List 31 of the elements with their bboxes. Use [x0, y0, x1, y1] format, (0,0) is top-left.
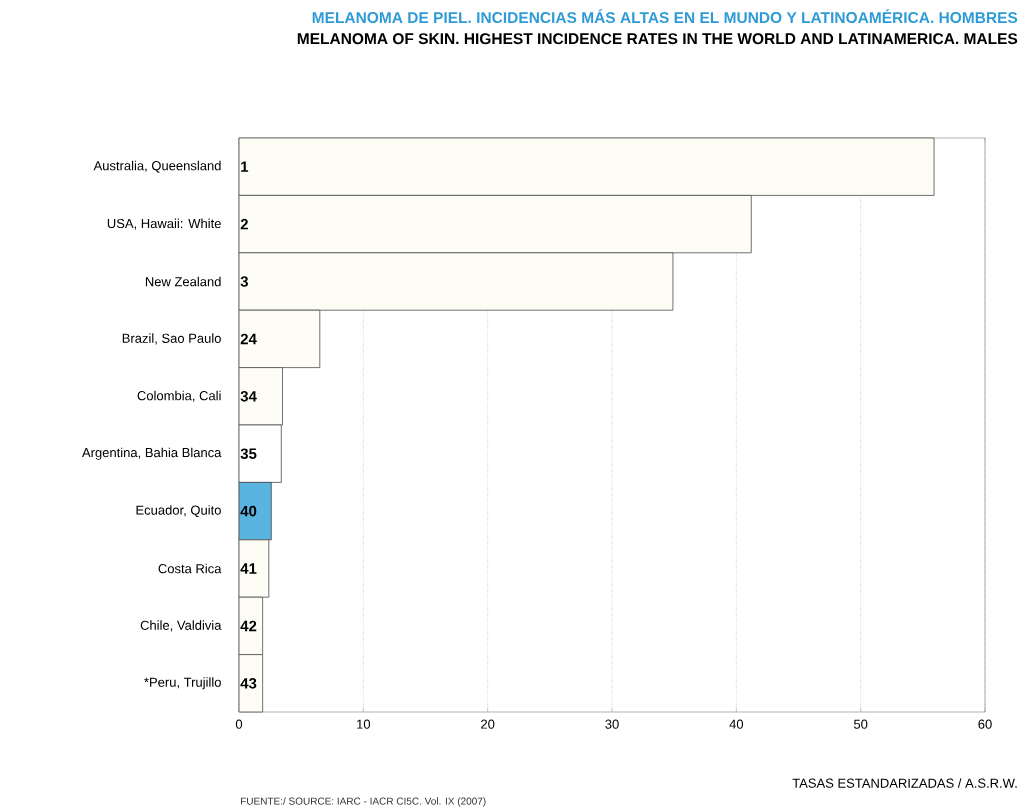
- annotation: 24: [240, 333, 257, 345]
- x-tick-label: 30: [605, 719, 619, 729]
- y-tick-label: Chile, Valdivia: [140, 620, 222, 632]
- y-tick-label: New Zealand: [145, 276, 221, 287]
- x-axis-title: TASAS ESTANDARIZADAS / A.S.R.W.: [792, 778, 1017, 788]
- annotation: 41: [240, 563, 257, 574]
- x-tick-label: 10: [357, 719, 371, 729]
- annotation: 43: [240, 677, 257, 689]
- y-tick-label: Australia, Queensland: [93, 160, 221, 173]
- y-tick-label: Brazil, Sao Paulo: [122, 333, 221, 345]
- annotation: 42: [240, 620, 257, 632]
- y-tick-label: USA, Hawaii: White: [107, 218, 221, 230]
- x-tick-label: 50: [853, 719, 868, 729]
- chart-subtitle: MELANOMA OF SKIN. HIGHEST INCIDENCE RATES IN THE WORLD AND LATINAMERICA. MALES: [297, 33, 1018, 45]
- annotation: 34: [240, 390, 257, 402]
- x-tick-label: 20: [481, 719, 495, 729]
- y-tick-label: Argentina, Bahia Blanca: [82, 447, 222, 460]
- annotation: 3: [240, 276, 248, 287]
- annotation: 35: [240, 448, 257, 460]
- x-tick-label: 0: [235, 719, 243, 729]
- chart-title: MELANOMA DE PIEL. INCIDENCIAS MÁS ALTAS EN EL MUNDO Y LATINOAMÉRICA. HOMBRES: [312, 9, 1018, 24]
- y-tick-label: Colombia, Cali: [137, 390, 221, 402]
- x-tick-label: 60: [978, 719, 992, 729]
- x-tick-label: 40: [729, 719, 744, 729]
- annotation: 2: [240, 218, 248, 230]
- annotation: 40: [240, 505, 257, 517]
- y-tick-label: Costa Rica: [158, 563, 222, 574]
- source-note: FUENTE:/ SOURCE: IARC - IACR CI5C. Vol. IX (2007): [241, 797, 486, 807]
- y-tick-label: Ecuador, Quito: [136, 505, 221, 518]
- annotation: 1: [241, 161, 249, 172]
- y-tick-label: *Peru, Trujillo: [144, 677, 221, 690]
